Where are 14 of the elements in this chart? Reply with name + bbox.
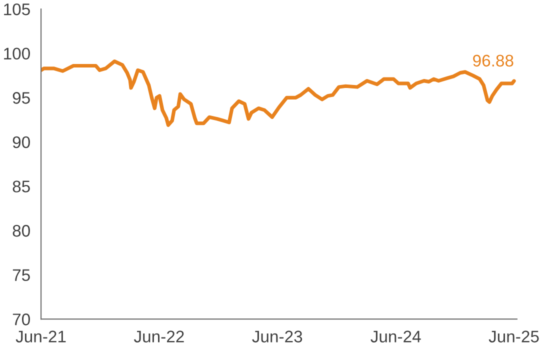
y-tick-label: 75 <box>12 269 30 282</box>
y-tick-label: 105 <box>4 3 30 16</box>
y-tick-label: 90 <box>12 136 30 148</box>
x-tick-label: Jun-24 <box>370 330 421 342</box>
x-tick-label: Jun-25 <box>488 330 539 342</box>
y-tick-label: 70 <box>12 314 30 326</box>
x-tick-label: Jun-21 <box>16 330 66 342</box>
x-tick-label: Jun-23 <box>252 330 302 342</box>
x-tick-label: Jun-22 <box>134 330 184 342</box>
y-tick-label: 95 <box>12 92 30 104</box>
y-tick-label: 80 <box>12 224 30 237</box>
y-tick-label: 85 <box>12 180 30 192</box>
annotation: 96.88 <box>473 54 514 67</box>
y-tick-label: 100 <box>4 48 30 60</box>
